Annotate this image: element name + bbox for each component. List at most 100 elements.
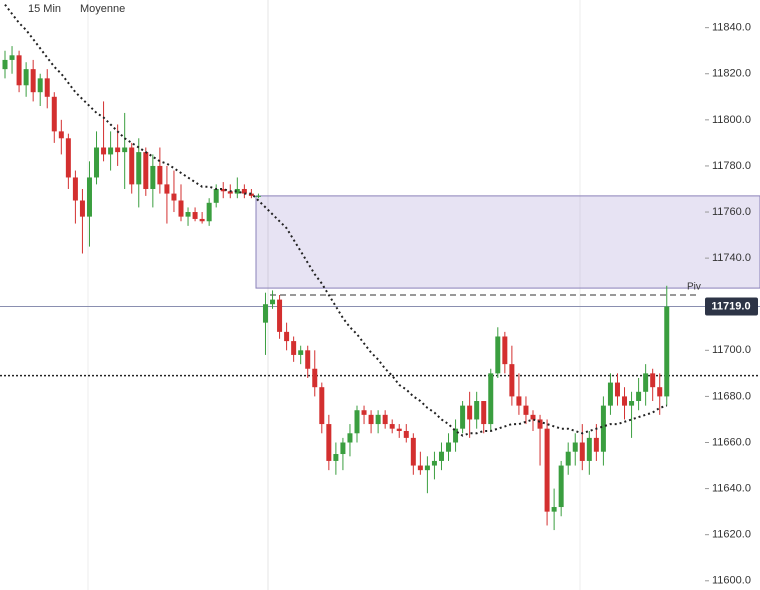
y-tick-label: 11760.0 <box>712 206 751 218</box>
candle-body <box>368 414 374 425</box>
candle-body <box>16 55 22 86</box>
candle-body <box>354 410 360 434</box>
price-badge <box>705 297 758 316</box>
candle-body <box>319 387 325 425</box>
candle-body <box>157 165 163 185</box>
candle-body <box>502 336 508 365</box>
candle-body <box>72 177 78 201</box>
candle-body <box>326 424 332 461</box>
y-tick-label: 11840.0 <box>712 22 751 34</box>
candle-body <box>389 424 395 429</box>
candle-body <box>122 147 128 153</box>
candle-body <box>2 59 8 70</box>
candle-body <box>213 188 219 203</box>
candle-body <box>255 195 261 197</box>
candle-body <box>593 437 599 452</box>
candle-body <box>460 405 466 429</box>
candle-body <box>453 428 459 443</box>
candle-body <box>600 405 606 452</box>
candle-body <box>516 396 522 406</box>
y-tick-label: 11700.0 <box>712 344 751 356</box>
candle-body <box>410 437 416 466</box>
candle-body <box>664 306 670 397</box>
y-tick-label: 11780.0 <box>712 160 751 172</box>
y-tick-label: 11640.0 <box>712 483 751 495</box>
candle-body <box>340 442 346 455</box>
candle-body <box>375 414 381 425</box>
candle-body <box>241 188 247 194</box>
candle-body <box>446 442 452 452</box>
y-tick-label: 11600.0 <box>712 575 751 587</box>
moving-average <box>4 3 668 437</box>
candle-body <box>108 147 114 155</box>
candle-body <box>86 177 92 217</box>
pivot-label: Piv <box>687 282 701 293</box>
candle-body <box>220 188 226 192</box>
y-tick-label: 11660.0 <box>712 436 751 448</box>
candle-body <box>227 191 233 194</box>
candle-body <box>565 451 571 466</box>
candle-body <box>37 78 43 93</box>
candle-body <box>495 336 501 374</box>
candle-body <box>65 138 71 178</box>
candle-body <box>44 78 50 97</box>
y-tick-label: 11740.0 <box>712 252 751 264</box>
candle-body <box>438 451 444 461</box>
candle-body <box>657 387 663 397</box>
y-tick-label: 11680.0 <box>712 390 751 402</box>
candle-body <box>586 437 592 461</box>
candle-body <box>607 382 613 406</box>
candle-body <box>431 460 437 466</box>
candle-body <box>551 507 557 512</box>
candle-body <box>58 131 64 139</box>
candle-body <box>234 188 240 194</box>
candle-body <box>206 202 212 222</box>
candle-body <box>248 193 254 196</box>
candle-body <box>185 212 191 217</box>
candle-body <box>23 69 29 86</box>
candle-body <box>530 414 536 420</box>
candle-body <box>481 401 487 425</box>
candle-body <box>312 368 318 388</box>
candle-body <box>333 454 339 461</box>
candle-body <box>262 304 268 323</box>
candle-body <box>361 410 367 415</box>
candle-body <box>417 465 423 471</box>
ma-legend: Moyenne <box>80 3 125 15</box>
candle-body <box>150 165 156 189</box>
price-badge-label: 11719.0 <box>711 300 750 312</box>
candle-body <box>79 200 85 217</box>
candle-body <box>136 152 142 185</box>
candle-body <box>424 465 430 471</box>
timeframe: 15 Min <box>28 3 61 15</box>
candle-body <box>129 147 135 185</box>
candle-body <box>636 391 642 402</box>
candle-body <box>488 373 494 425</box>
y-tick-label: 11620.0 <box>712 529 751 541</box>
candle-body <box>30 69 36 93</box>
candle-body <box>101 147 107 155</box>
candle-body <box>305 350 311 369</box>
y-tick-label: 11820.0 <box>712 68 751 80</box>
candle-body <box>629 401 635 406</box>
candle-body <box>171 193 177 201</box>
candle-body <box>284 331 290 342</box>
candle-body <box>143 152 149 189</box>
candle-body <box>199 218 205 222</box>
candle-body <box>622 396 628 406</box>
candle-body <box>614 382 620 397</box>
candle-body <box>544 428 550 512</box>
candle-body <box>650 373 656 388</box>
candle-body <box>537 419 543 429</box>
candle-body <box>523 405 529 415</box>
candle-body <box>277 299 283 332</box>
candle-body <box>164 184 170 194</box>
candle-body <box>178 200 184 217</box>
candle-body <box>403 430 409 438</box>
candle-body <box>94 147 100 178</box>
candle-body <box>558 465 564 508</box>
candle-body <box>643 373 649 392</box>
candle-body <box>51 96 57 132</box>
candle-body <box>270 299 276 305</box>
